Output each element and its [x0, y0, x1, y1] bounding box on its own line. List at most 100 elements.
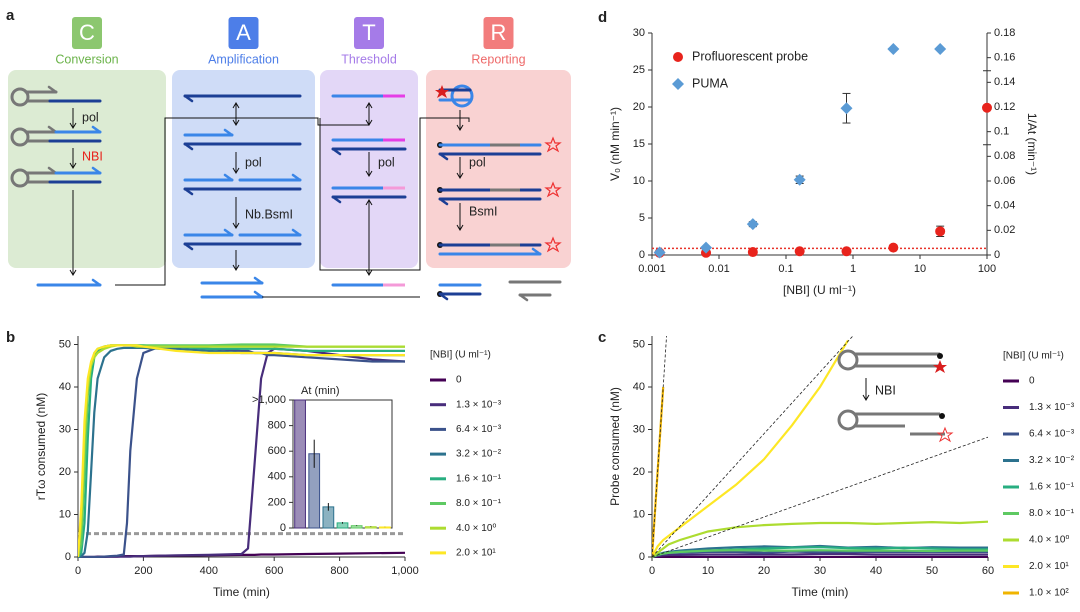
y2-tick-label: 0.18 — [994, 27, 1015, 39]
legend-label: 3.2 × 10⁻² — [1029, 455, 1075, 466]
y-axis-label: rTω consumed (nM) — [34, 393, 48, 500]
y-tick-label: 10 — [59, 508, 71, 520]
stroke — [291, 228, 302, 237]
inset-frame — [292, 399, 393, 529]
panel-label: c — [598, 329, 606, 346]
enzyme-label: BsmI — [469, 204, 497, 218]
legend-label: 8.0 × 10⁻¹ — [456, 498, 502, 509]
legend-label: 4.0 × 10⁰ — [1029, 535, 1069, 546]
inset-title: At (min) — [301, 385, 340, 397]
arrowhead — [69, 269, 77, 276]
x-tick-label: 400 — [200, 565, 218, 577]
arrowhead — [456, 224, 464, 231]
legend-label: 1.3 × 10⁻³ — [1029, 402, 1075, 413]
stroke — [183, 142, 194, 151]
y-tick-label: 40 — [633, 381, 645, 393]
stroke — [183, 242, 194, 251]
arrowhead — [232, 119, 240, 126]
data-point — [747, 247, 758, 258]
y2-tick-label: 0.12 — [994, 101, 1015, 113]
y2-tick-label: 0.14 — [994, 76, 1015, 88]
stroke — [223, 128, 234, 137]
arrowhead — [365, 199, 373, 206]
data-point — [700, 241, 713, 254]
stroke — [91, 125, 102, 134]
x-axis-label: Time (min) — [213, 585, 270, 599]
stroke — [438, 152, 449, 161]
enzyme-label: pol — [378, 155, 395, 169]
hairpin-loop — [837, 349, 859, 371]
legend-label: 1.3 × 10⁻³ — [456, 399, 502, 410]
x-tick-label: 20 — [758, 565, 770, 577]
fluorophore — [544, 136, 562, 153]
x-tick-label: 0.01 — [708, 263, 729, 275]
y-tick-label: 50 — [633, 338, 645, 350]
module-letter: A — [236, 20, 251, 45]
data-point — [653, 246, 666, 259]
y-tick-label: 10 — [633, 508, 645, 520]
fluorophore — [544, 181, 562, 198]
fluorophore — [544, 236, 562, 253]
data-point — [935, 226, 946, 237]
y-tick-label: 50 — [59, 338, 71, 350]
arrowhead — [365, 102, 373, 109]
y2-tick-label: 0.08 — [994, 150, 1015, 162]
legend-title: [NBI] (U ml⁻¹) — [430, 350, 491, 361]
panel-label: b — [6, 329, 15, 346]
enzyme-label: pol — [245, 155, 262, 169]
module-box — [426, 70, 571, 268]
x-tick-label: 600 — [265, 565, 283, 577]
stroke — [438, 197, 449, 206]
stroke — [253, 276, 264, 285]
data-point — [934, 43, 947, 56]
fluorophore — [435, 85, 449, 98]
legend-marker — [673, 52, 683, 62]
y2-tick-label: 0 — [994, 249, 1000, 261]
stroke — [291, 173, 302, 182]
y-axis-label: Probe consumed (nM) — [608, 387, 622, 506]
enzyme-label: pol — [469, 155, 486, 169]
module-box — [8, 70, 166, 268]
y-tick-label: 20 — [633, 101, 645, 113]
x-tick-label: 30 — [814, 565, 826, 577]
x-tick-label: 0.001 — [638, 263, 666, 275]
module-name: Reporting — [471, 52, 525, 66]
module-name: Amplification — [208, 52, 279, 66]
module-badge — [354, 17, 384, 49]
stroke — [91, 278, 102, 287]
x-axis-label: Time (min) — [792, 585, 849, 599]
fit-line — [652, 336, 854, 558]
y2-tick-label: 0.06 — [994, 175, 1015, 187]
legend-label: 8.0 × 10⁻¹ — [1029, 508, 1075, 519]
fluorophore — [933, 360, 947, 373]
legend-label: PUMA — [692, 76, 729, 90]
x-tick-label: 1,000 — [391, 565, 419, 577]
module-name: Threshold — [341, 52, 397, 66]
data-point — [746, 218, 759, 231]
y2-tick-label: 0.16 — [994, 52, 1015, 64]
arrowhead — [69, 162, 77, 169]
legend-label: 1.6 × 10⁻¹ — [1029, 482, 1075, 493]
y-tick-label: 30 — [633, 423, 645, 435]
x-tick-label: 800 — [330, 565, 348, 577]
module-letter: R — [491, 20, 507, 45]
series-line — [652, 339, 849, 558]
legend-marker — [672, 78, 684, 90]
legend-label: 1.0 × 10² — [1029, 588, 1069, 599]
module-letter: C — [79, 20, 95, 45]
x-tick-label: 1 — [850, 263, 856, 275]
y-tick-label: 30 — [633, 27, 645, 39]
hairpin-loop — [10, 168, 30, 188]
panel-label: d — [598, 9, 607, 26]
stroke — [531, 247, 542, 256]
data-point — [794, 246, 805, 257]
y-tick-label: 5 — [639, 212, 645, 224]
y-tick-label: 10 — [633, 175, 645, 187]
stroke — [331, 195, 342, 204]
connector — [115, 117, 470, 298]
x-tick-label: 40 — [870, 565, 882, 577]
legend-label: Profluorescent probe — [692, 49, 808, 63]
enzyme-label: NBI — [82, 149, 103, 163]
stroke — [183, 94, 194, 103]
